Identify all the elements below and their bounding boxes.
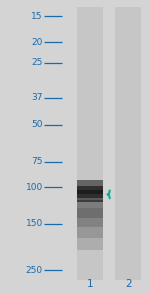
Text: 250: 250 xyxy=(26,265,43,275)
Bar xyxy=(115,7,141,280)
Bar xyxy=(77,180,103,186)
Text: 50: 50 xyxy=(31,120,43,130)
Bar xyxy=(77,200,103,207)
Bar xyxy=(77,207,103,218)
Text: 75: 75 xyxy=(31,157,43,166)
Bar xyxy=(77,218,103,227)
Bar xyxy=(77,227,103,238)
Text: 15: 15 xyxy=(31,12,43,21)
Bar xyxy=(77,190,103,194)
Text: 1: 1 xyxy=(87,279,93,289)
Text: 25: 25 xyxy=(31,58,43,67)
Text: 20: 20 xyxy=(31,38,43,47)
Text: 2: 2 xyxy=(125,279,132,289)
Bar xyxy=(77,186,103,190)
Text: 150: 150 xyxy=(26,219,43,229)
Text: 100: 100 xyxy=(26,183,43,192)
Bar xyxy=(77,194,103,198)
Bar xyxy=(77,238,103,250)
Text: 37: 37 xyxy=(31,93,43,102)
Bar xyxy=(77,198,103,202)
Bar xyxy=(77,7,103,280)
